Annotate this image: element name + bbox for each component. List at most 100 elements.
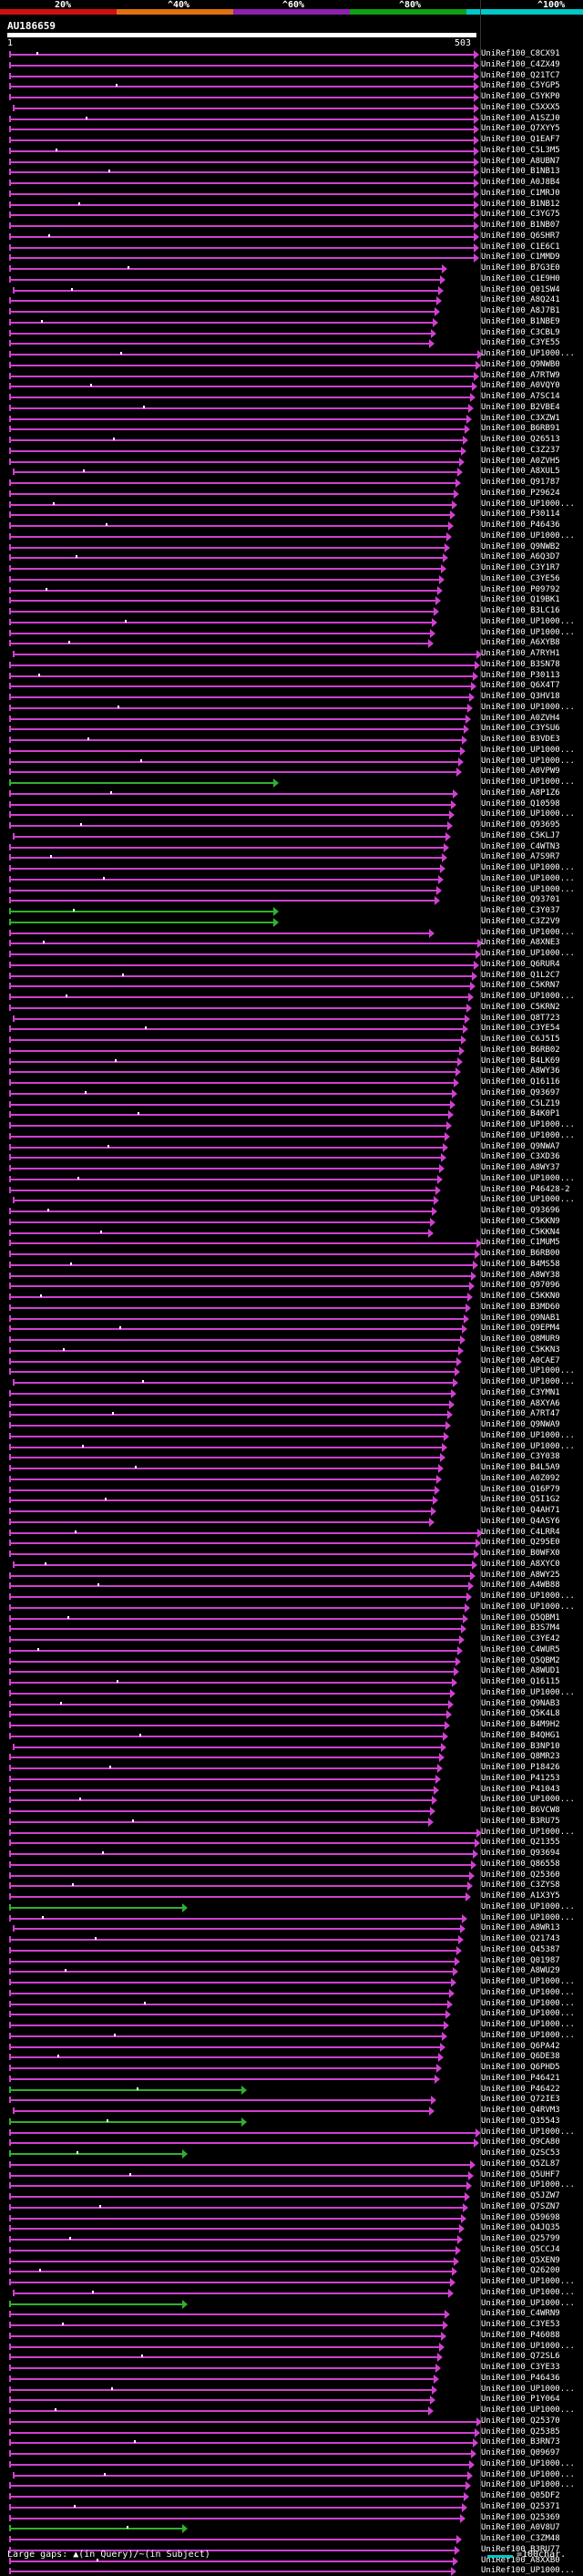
hit-label[interactable]: UniRef100_A0ZVH5 xyxy=(481,456,560,466)
hit-label[interactable]: UniRef100_A7S9R7 xyxy=(481,852,560,862)
hit-row[interactable]: UniRef100_A0VPW9 xyxy=(0,767,583,778)
hit-label[interactable]: UniRef100_Q6RUR4 xyxy=(481,959,560,969)
hit-label[interactable]: UniRef100_P1Y064 xyxy=(481,2395,560,2405)
hit-label[interactable]: UniRef100_A0Z092 xyxy=(481,1473,560,1483)
hit-label[interactable]: UniRef100_Q91787 xyxy=(481,478,560,487)
hit-row[interactable]: UniRef100_P09792 xyxy=(0,585,583,595)
hit-row[interactable]: UniRef100_Q3HV18 xyxy=(0,692,583,702)
hit-row[interactable]: UniRef100_UP1000... xyxy=(0,778,583,788)
hit-label[interactable]: UniRef100_A8P1Z6 xyxy=(481,788,560,798)
hit-row[interactable]: UniRef100_UP1000... xyxy=(0,703,583,713)
hit-label[interactable]: UniRef100_Q9CA80 xyxy=(481,2138,560,2148)
hit-row[interactable]: UniRef100_C5KRN7 xyxy=(0,981,583,992)
hit-row[interactable]: UniRef100_C3YE53 xyxy=(0,2320,583,2330)
hit-row[interactable]: UniRef100_UP1000... xyxy=(0,757,583,767)
hit-label[interactable]: UniRef100_UP1000... xyxy=(481,809,575,819)
hit-row[interactable]: UniRef100_C3YSU6 xyxy=(0,724,583,735)
hit-label[interactable]: UniRef100_UP1000... xyxy=(481,1602,575,1612)
hit-label[interactable]: UniRef100_C3YG75 xyxy=(481,210,560,220)
hit-label[interactable]: UniRef100_P46421 xyxy=(481,2073,560,2083)
hit-row[interactable]: UniRef100_C4WTN3 xyxy=(0,842,583,852)
hit-row[interactable]: UniRef100_C1E6C1 xyxy=(0,242,583,252)
hit-row[interactable]: UniRef100_Q86558 xyxy=(0,1860,583,1870)
hit-row[interactable]: UniRef100_A8XYA6 xyxy=(0,1399,583,1409)
hit-label[interactable]: UniRef100_Q16116 xyxy=(481,1077,560,1087)
hit-row[interactable]: UniRef100_B4L5A9 xyxy=(0,1463,583,1473)
hit-label[interactable]: UniRef100_C3XZW1 xyxy=(481,413,560,423)
hit-label[interactable]: UniRef100_UP1000... xyxy=(481,1912,575,1922)
hit-row[interactable]: UniRef100_C3YG75 xyxy=(0,210,583,221)
hit-row[interactable]: UniRef100_B3SN78 xyxy=(0,660,583,670)
hit-label[interactable]: UniRef100_UP1000... xyxy=(481,2480,575,2490)
hit-label[interactable]: UniRef100_UP1000... xyxy=(481,627,575,637)
hit-label[interactable]: UniRef100_A0CAE7 xyxy=(481,1355,560,1365)
hit-row[interactable]: UniRef100_A1SZJ0 xyxy=(0,114,583,124)
hit-label[interactable]: UniRef100_UP1000... xyxy=(481,1687,575,1697)
hit-label[interactable]: UniRef100_Q6PHD5 xyxy=(481,2063,560,2072)
hit-label[interactable]: UniRef100_Q4AH71 xyxy=(481,1506,560,1515)
hit-row[interactable]: UniRef100_UP1000... xyxy=(0,1977,583,1987)
hit-label[interactable]: UniRef100_Q9NWB0 xyxy=(481,359,560,369)
hit-label[interactable]: UniRef100_Q72SL6 xyxy=(481,2352,560,2362)
hit-label[interactable]: UniRef100_UP1000... xyxy=(481,1366,575,1376)
hit-label[interactable]: UniRef100_C3YE56 xyxy=(481,573,560,583)
hit-row[interactable]: UniRef100_C5KKN0 xyxy=(0,1292,583,1302)
hit-label[interactable]: UniRef100_A0VPW9 xyxy=(481,767,560,777)
hit-row[interactable]: UniRef100_A6Q3D7 xyxy=(0,552,583,563)
hit-label[interactable]: UniRef100_UP1000... xyxy=(481,531,575,541)
hit-label[interactable]: UniRef100_C5XXX5 xyxy=(481,102,560,112)
hit-row[interactable]: UniRef100_UP1000... xyxy=(0,531,583,541)
hit-label[interactable]: UniRef100_Q01SW4 xyxy=(481,284,560,294)
hit-row[interactable]: UniRef100_B3RU75 xyxy=(0,1817,583,1827)
hit-label[interactable]: UniRef100_Q93695 xyxy=(481,820,560,829)
hit-label[interactable]: UniRef100_UP1000... xyxy=(481,1120,575,1129)
hit-row[interactable]: UniRef100_Q93697 xyxy=(0,1088,583,1098)
hit-row[interactable]: UniRef100_UP1000... xyxy=(0,2342,583,2352)
hit-row[interactable]: UniRef100_C3XZW1 xyxy=(0,414,583,424)
hit-row[interactable]: UniRef100_UP1000... xyxy=(0,2009,583,2020)
hit-label[interactable]: UniRef100_UP1000... xyxy=(481,1977,575,1986)
hit-row[interactable]: UniRef100_Q25371 xyxy=(0,2502,583,2512)
hit-label[interactable]: UniRef100_C3YE33 xyxy=(481,2363,560,2372)
hit-row[interactable]: UniRef100_C1MRJ0 xyxy=(0,189,583,199)
hit-label[interactable]: UniRef100_Q93694 xyxy=(481,1849,560,1858)
hit-label[interactable]: UniRef100_Q10598 xyxy=(481,799,560,809)
hit-row[interactable]: UniRef100_Q35543 xyxy=(0,2117,583,2127)
hit-label[interactable]: UniRef100_UP1000... xyxy=(481,2341,575,2351)
hit-row[interactable]: UniRef100_A8WY37 xyxy=(0,1163,583,1173)
hit-label[interactable]: UniRef100_Q1EAF7 xyxy=(481,135,560,144)
hit-row[interactable]: UniRef100_Q7XYY5 xyxy=(0,124,583,135)
hit-label[interactable]: UniRef100_Q8MR23 xyxy=(481,1752,560,1762)
hit-label[interactable]: UniRef100_UP1000... xyxy=(481,1827,575,1837)
hit-label[interactable]: UniRef100_Q6SHR7 xyxy=(481,231,560,241)
hit-label[interactable]: UniRef100_UP1000... xyxy=(481,778,575,787)
hit-row[interactable]: UniRef100_P46421 xyxy=(0,2074,583,2084)
hit-label[interactable]: UniRef100_C5KKN4 xyxy=(481,1227,560,1237)
hit-label[interactable]: UniRef100_Q9NWA9 xyxy=(481,1420,560,1429)
hit-label[interactable]: UniRef100_UP1000... xyxy=(481,1987,575,1997)
hit-label[interactable]: UniRef100_B1NB13 xyxy=(481,167,560,177)
hit-label[interactable]: UniRef100_UP1000... xyxy=(481,2298,575,2308)
hit-label[interactable]: UniRef100_UP1000... xyxy=(481,702,575,712)
hit-row[interactable]: UniRef100_Q5QBM1 xyxy=(0,1613,583,1623)
hit-label[interactable]: UniRef100_UP1000... xyxy=(481,756,575,766)
hit-row[interactable]: UniRef100_Q93695 xyxy=(0,820,583,830)
hit-row[interactable]: UniRef100_C3XD36 xyxy=(0,1152,583,1163)
hit-row[interactable]: UniRef100_UP1000... xyxy=(0,1431,583,1441)
hit-label[interactable]: UniRef100_B3RN73 xyxy=(481,2437,560,2447)
hit-row[interactable]: UniRef100_C4WUR5 xyxy=(0,1645,583,1655)
hit-label[interactable]: UniRef100_UP1000... xyxy=(481,927,575,937)
hit-row[interactable]: UniRef100_Q8MR23 xyxy=(0,1752,583,1763)
hit-row[interactable]: UniRef100_UP1000... xyxy=(0,2566,583,2576)
hit-label[interactable]: UniRef100_Q26200 xyxy=(481,2266,560,2276)
hit-row[interactable]: UniRef100_Q5ZL87 xyxy=(0,2159,583,2169)
hit-row[interactable]: UniRef100_A6XYB8 xyxy=(0,638,583,649)
hit-label[interactable]: UniRef100_A8WY37 xyxy=(481,1163,560,1172)
hit-row[interactable]: UniRef100_C3ZYS8 xyxy=(0,1880,583,1891)
hit-row[interactable]: UniRef100_A8XYC0 xyxy=(0,1560,583,1570)
hit-label[interactable]: UniRef100_A7SC14 xyxy=(481,392,560,401)
hit-label[interactable]: UniRef100_Q21TC7 xyxy=(481,70,560,80)
hit-row[interactable]: UniRef100_UP1000... xyxy=(0,949,583,959)
hit-label[interactable]: UniRef100_P46436 xyxy=(481,2373,560,2383)
hit-row[interactable]: UniRef100_B4M9H2 xyxy=(0,1720,583,1730)
